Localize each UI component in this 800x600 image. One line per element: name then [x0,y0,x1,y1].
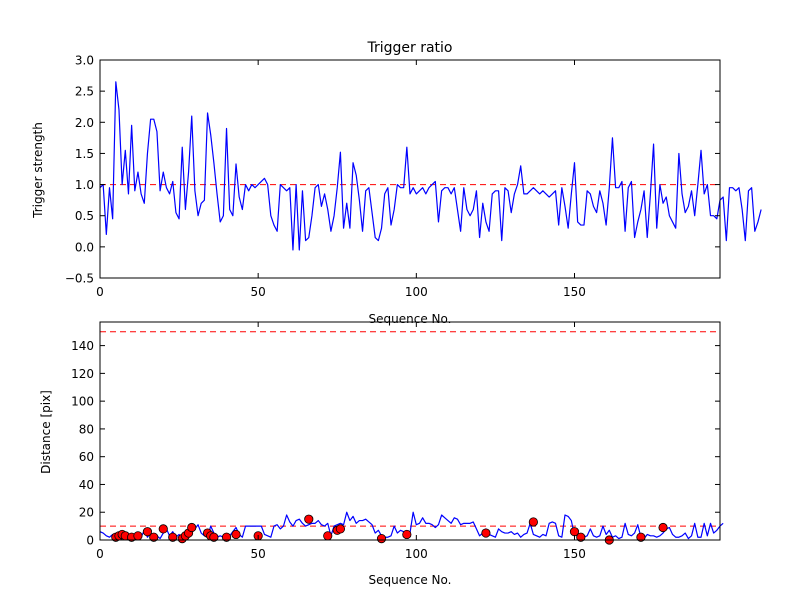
data-point-9 [168,532,178,542]
data-point-29 [576,532,586,542]
x-tick-label-2: 100 [405,285,428,299]
y-tick-label-2: 40 [79,478,94,492]
x-tick-label-1: 50 [251,547,266,561]
y-tick-label-0: 0 [86,534,94,548]
chart-title: Trigger ratio [366,40,452,56]
y-tick-label-7: 140 [71,339,94,353]
data-point-23 [335,524,346,534]
y-tick-label-6: 120 [71,367,94,381]
x-tick-label-0: 0 [96,285,104,299]
data-point-26 [481,528,491,538]
x-axis-label: Sequence No. [369,573,452,587]
data-point-13 [187,522,197,533]
y-tick-label-4: 80 [79,422,94,436]
y-axis-label: Distance [pix] [39,390,53,474]
x-axis-label: Sequence No. [369,312,452,326]
data-point-8 [158,524,168,534]
y-tick-label-4: 1.5 [75,147,94,161]
data-point-20 [304,514,314,524]
plot-frame [99,321,721,541]
y-tick-label-7: 3.0 [75,54,94,68]
y-tick-label-5: 100 [71,395,94,409]
data-point-17 [221,532,232,542]
y-tick-label-1: 20 [79,506,94,520]
x-tick-label-3: 150 [563,285,586,299]
y-tick-label-2: 0.5 [75,209,94,223]
data-point-16 [209,532,219,542]
y-tick-label-5: 2.0 [75,116,94,130]
data-point-18 [231,529,241,540]
data-point-27 [528,517,538,527]
data-point-6 [142,527,153,537]
distance-chart: Sequence No. Distance [pix] 0 50 100 150 0 20… [39,321,724,587]
x-tick-label-1: 50 [251,285,266,299]
y-tick-label-3: 1.0 [75,178,94,192]
y-tick-label-3: 60 [79,450,94,464]
data-point-21 [323,531,333,541]
x-tick-label-3: 150 [563,547,586,561]
data-point-24 [376,534,387,544]
data-point-7 [149,532,159,542]
y-tick-label-6: 2.5 [75,85,94,99]
data-point-25 [402,529,412,540]
y-axis-label: Trigger strength [31,122,45,219]
y-tick-label-0: −0.5 [65,272,94,286]
plot-frame [99,59,721,279]
data-point-32 [658,522,668,533]
data-point-5 [133,531,143,541]
data-point-31 [636,532,646,542]
series-line-0 [99,81,762,251]
x-tick-label-2: 100 [405,547,428,561]
trigger-ratio-chart: Trigger ratio Sequence No. Trigger stren… [31,40,762,326]
x-tick-label-0: 0 [96,547,104,561]
y-tick-label-1: 0.0 [75,240,94,254]
